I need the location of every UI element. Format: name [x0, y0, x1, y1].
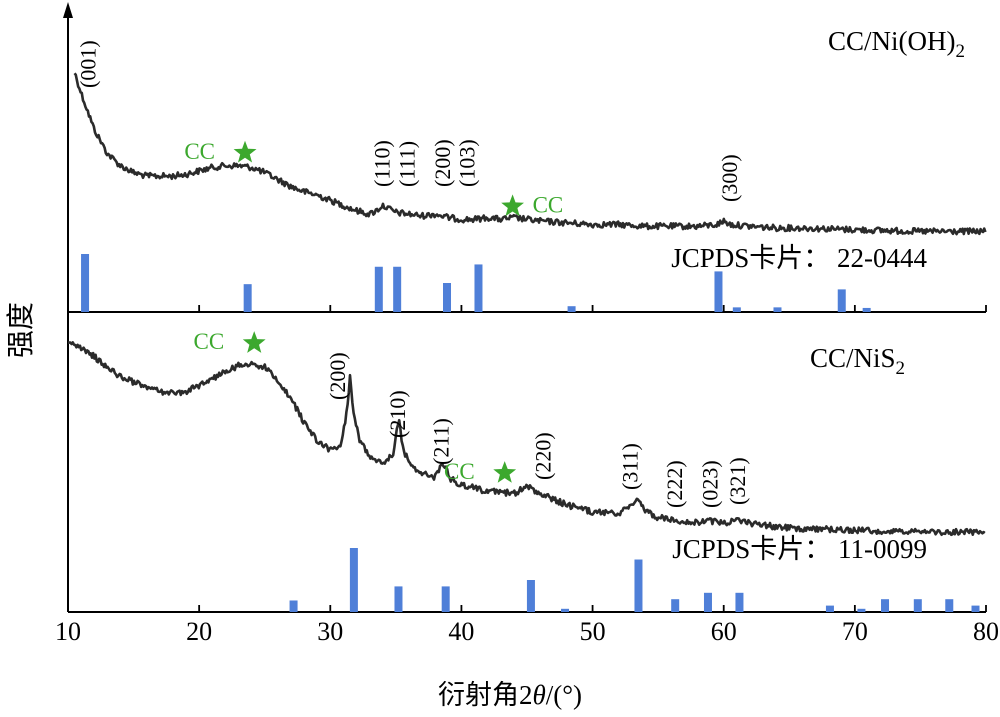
reference-bar — [881, 599, 890, 612]
peak-label: (222) — [662, 460, 687, 508]
y-axis-arrow — [63, 2, 73, 18]
x-axis-tick-labels: 10 20 30 40 50 60 70 80 — [55, 617, 999, 646]
x-axis-ticks — [198, 605, 987, 612]
reference-bar — [441, 586, 450, 612]
x-tick-label: 10 — [55, 617, 81, 646]
x-tick-label: 70 — [842, 617, 868, 646]
reference-bar — [913, 599, 922, 612]
reference-bar — [374, 266, 383, 312]
reference-bar — [81, 254, 90, 312]
peak-label: (200) — [325, 352, 350, 400]
x-tick-label: 80 — [973, 617, 999, 646]
peak-label: (321) — [725, 457, 750, 505]
reference-bar — [714, 271, 723, 312]
peak-label: (023) — [697, 460, 722, 508]
reference-bar — [735, 592, 744, 612]
cc-label: CC — [194, 329, 225, 354]
x-tick-label: 20 — [186, 617, 212, 646]
reference-bar — [971, 605, 980, 612]
reference-bar — [945, 599, 954, 612]
reference-bar — [825, 605, 834, 612]
xrd-curve-nis2 — [67, 341, 986, 537]
cc-label: CC — [184, 139, 215, 164]
peak-label: (311) — [617, 443, 642, 490]
xrd-curve-ni-oh2 — [73, 72, 987, 236]
panel-nis2: (200) (210) (211) (220) (311) (222) (023) (321)… — [67, 329, 986, 612]
reference-bar — [561, 608, 570, 612]
panel-ni-oh2: (001) (110) (111) (200) (103) (300) CC CC CC/N… — [73, 26, 987, 312]
x-tick-label: 50 — [580, 617, 606, 646]
cc-star-icon — [501, 194, 524, 217]
reference-bar — [526, 580, 535, 612]
reference-bar — [243, 284, 252, 312]
reference-bar — [857, 608, 866, 612]
reference-bars-22-0444 — [81, 254, 871, 312]
reference-bars-11-0099 — [289, 548, 980, 612]
reference-bar — [567, 306, 576, 312]
x-tick-label: 30 — [317, 617, 343, 646]
reference-bar — [349, 548, 358, 612]
peak-labels-ni-oh2: (001) (110) (111) (200) (103) (300) — [76, 40, 742, 202]
cc-star-icon — [493, 461, 517, 483]
x-axis-title: 衍射角2θ/(°) — [438, 680, 582, 710]
reference-bar — [289, 600, 298, 612]
peak-label: (110) — [369, 140, 394, 187]
series-label-nis2: CC/NiS2 — [810, 343, 905, 379]
x-tick-label: 60 — [711, 617, 737, 646]
peak-label: (001) — [76, 40, 101, 88]
cc-markers-ni-oh2: CC CC — [184, 139, 563, 218]
reference-bar — [394, 586, 403, 612]
peak-label: (211) — [428, 418, 453, 465]
peak-label: (210) — [385, 390, 410, 438]
peak-label: (300) — [717, 154, 742, 202]
peak-label: (111) — [394, 141, 419, 187]
reference-bar — [393, 266, 402, 312]
series-label-ni-oh2: CC/Ni(OH)2 — [828, 26, 965, 62]
panel-divider-ticks — [198, 305, 987, 312]
reference-bar — [474, 264, 483, 312]
reference-bar — [703, 592, 712, 612]
x-tick-label: 40 — [448, 617, 474, 646]
reference-bar — [443, 283, 452, 312]
cc-markers-nis2: CC CC — [194, 329, 517, 484]
reference-bar — [773, 307, 782, 312]
cc-label: CC — [444, 459, 475, 484]
cc-star-icon — [242, 331, 266, 353]
cc-star-icon — [233, 140, 257, 163]
jcpds-label-22-0444: JCPDS卡片： 22-0444 — [671, 243, 927, 273]
reference-bar — [732, 307, 741, 312]
peak-labels-nis2: (200) (210) (211) (220) (311) (222) (023) (321) — [325, 352, 750, 508]
jcpds-label-11-0099: JCPDS卡片： 11-0099 — [672, 534, 927, 564]
reference-bar — [837, 289, 846, 312]
peak-label: (200) — [430, 139, 455, 187]
reference-bar — [862, 307, 871, 312]
y-axis-title: 强度 — [5, 302, 37, 358]
peak-label: (220) — [531, 432, 556, 480]
peak-label: (103) — [455, 139, 480, 187]
reference-bar — [671, 599, 680, 612]
reference-bar — [634, 559, 643, 612]
cc-label: CC — [533, 192, 564, 217]
